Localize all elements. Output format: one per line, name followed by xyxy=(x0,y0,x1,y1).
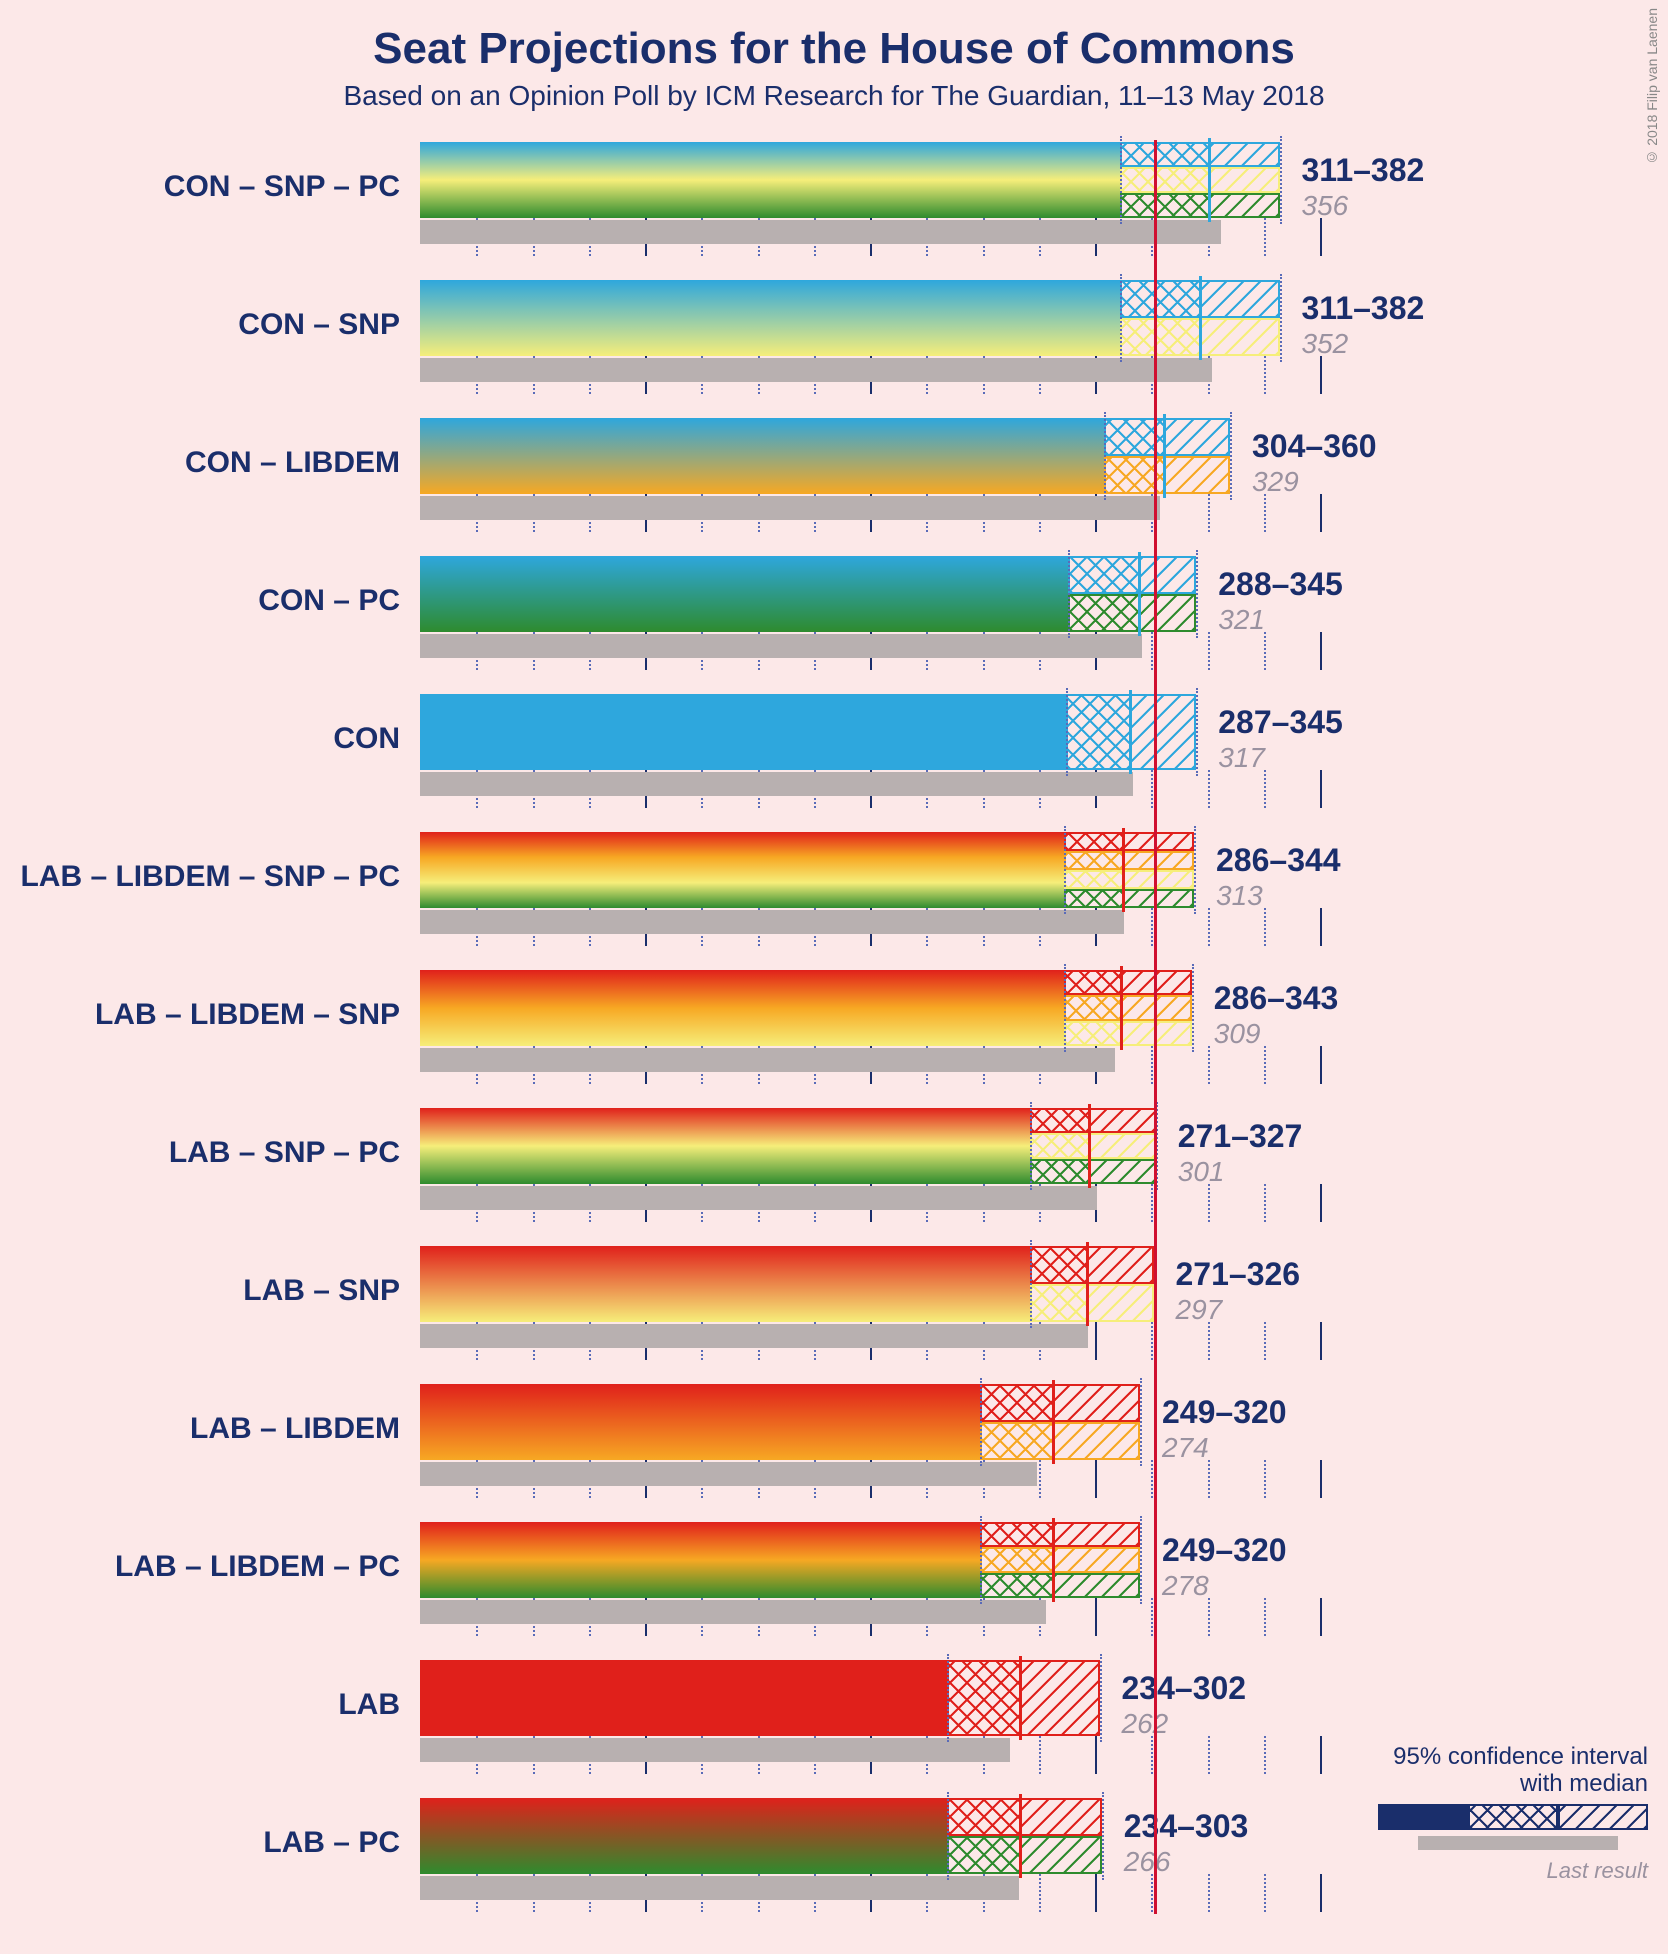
median-line xyxy=(1088,1104,1091,1188)
coalition-label: CON – LIBDEM xyxy=(20,446,400,480)
projection-bar-solid xyxy=(420,418,1104,494)
median-line xyxy=(1019,1656,1022,1740)
range-label: 234–303 xyxy=(1124,1808,1249,1845)
median-line xyxy=(1052,1380,1055,1464)
median-line xyxy=(1129,690,1132,774)
median-line xyxy=(1163,414,1166,498)
chart-subtitle: Based on an Opinion Poll by ICM Research… xyxy=(0,74,1668,132)
median-line xyxy=(1122,828,1125,912)
last-result-label: 297 xyxy=(1176,1294,1223,1326)
last-result-label: 329 xyxy=(1252,466,1299,498)
bar-row: LAB – LIBDEM – SNP – PC286–344313 xyxy=(420,822,1620,960)
coalition-label: CON – PC xyxy=(20,584,400,618)
projection-bar-solid xyxy=(420,1108,1030,1184)
last-result-bar xyxy=(420,1462,1037,1486)
range-label: 287–345 xyxy=(1218,704,1343,741)
projection-bar-solid xyxy=(420,1660,947,1736)
median-line xyxy=(1019,1794,1022,1878)
last-result-bar xyxy=(420,1324,1088,1348)
range-label: 271–327 xyxy=(1178,1118,1303,1155)
projection-bar-solid xyxy=(420,1246,1030,1322)
last-result-bar xyxy=(420,1876,1019,1900)
last-result-label: 317 xyxy=(1218,742,1265,774)
coalition-label: CON – SNP – PC xyxy=(20,170,400,204)
median-line xyxy=(1120,966,1123,1050)
range-label: 311–382 xyxy=(1302,290,1425,327)
last-result-bar xyxy=(420,1186,1097,1210)
projection-bar-solid xyxy=(420,694,1066,770)
last-result-label: 352 xyxy=(1302,328,1349,360)
last-result-label: 321 xyxy=(1218,604,1265,636)
median-line xyxy=(1199,276,1202,360)
last-result-label: 313 xyxy=(1216,880,1263,912)
coalition-label: LAB – LIBDEM xyxy=(20,1412,400,1446)
coalition-label: CON xyxy=(20,722,400,756)
range-label: 249–320 xyxy=(1162,1394,1287,1431)
median-line xyxy=(1138,552,1141,636)
last-result-label: 309 xyxy=(1214,1018,1261,1050)
last-result-bar xyxy=(420,772,1133,796)
coalition-label: LAB xyxy=(20,1688,400,1722)
last-result-bar xyxy=(420,634,1142,658)
coalition-label: LAB – PC xyxy=(20,1826,400,1860)
last-result-bar xyxy=(420,1600,1046,1624)
median-line xyxy=(1208,138,1211,222)
coalition-label: LAB – LIBDEM – SNP – PC xyxy=(20,860,400,894)
last-result-bar xyxy=(420,220,1221,244)
last-result-bar xyxy=(420,1738,1010,1762)
legend-ci-label: 95% confidence interval with median xyxy=(1318,1743,1648,1798)
coalition-label: LAB – SNP – PC xyxy=(20,1136,400,1170)
coalition-label: LAB – LIBDEM – SNP xyxy=(20,998,400,1032)
range-label: 249–320 xyxy=(1162,1532,1287,1569)
range-label: 286–343 xyxy=(1214,980,1339,1017)
projection-bar-solid xyxy=(420,142,1120,218)
projection-bar-solid xyxy=(420,1798,947,1874)
range-label: 288–345 xyxy=(1218,566,1343,603)
coalition-label: LAB – LIBDEM – PC xyxy=(20,1550,400,1584)
last-result-bar xyxy=(420,496,1160,520)
legend-last-bar xyxy=(1318,1828,1648,1854)
majority-threshold-line xyxy=(1154,140,1157,1914)
chart-title: Seat Projections for the House of Common… xyxy=(0,0,1668,74)
bar-row: CON – LIBDEM304–360329 xyxy=(420,408,1620,546)
median-line xyxy=(1086,1242,1089,1326)
range-label: 234–302 xyxy=(1122,1670,1247,1707)
chart-plot: CON – SNP – PC311–382356CON – SNP311–382… xyxy=(420,132,1620,1926)
bar-row: CON – SNP – PC311–382356 xyxy=(420,132,1620,270)
bar-row: CON – PC288–345321 xyxy=(420,546,1620,684)
range-label: 311–382 xyxy=(1302,152,1425,189)
legend-last-label: Last result xyxy=(1318,1858,1648,1884)
last-result-label: 278 xyxy=(1162,1570,1209,1602)
projection-bar-solid xyxy=(420,1522,980,1598)
projection-bar-solid xyxy=(420,280,1120,356)
last-result-label: 356 xyxy=(1302,190,1349,222)
last-result-label: 301 xyxy=(1178,1156,1225,1188)
last-result-bar xyxy=(420,910,1124,934)
last-result-bar xyxy=(420,358,1212,382)
projection-bar-solid xyxy=(420,556,1068,632)
last-result-label: 266 xyxy=(1124,1846,1171,1878)
bar-row: LAB – LIBDEM249–320274 xyxy=(420,1374,1620,1512)
last-result-label: 262 xyxy=(1122,1708,1169,1740)
bar-row: LAB – SNP271–326297 xyxy=(420,1236,1620,1374)
median-line xyxy=(1052,1518,1055,1602)
bar-row: LAB – LIBDEM – SNP286–343309 xyxy=(420,960,1620,1098)
projection-bar-solid xyxy=(420,1384,980,1460)
bar-row: CON287–345317 xyxy=(420,684,1620,822)
projection-bar-solid xyxy=(420,970,1064,1046)
range-label: 286–344 xyxy=(1216,842,1341,879)
bar-row: LAB – LIBDEM – PC249–320278 xyxy=(420,1512,1620,1650)
last-result-label: 274 xyxy=(1162,1432,1209,1464)
last-result-bar xyxy=(420,1048,1115,1072)
bar-row: CON – SNP311–382352 xyxy=(420,270,1620,408)
bar-row: LAB – SNP – PC271–327301 xyxy=(420,1098,1620,1236)
legend: 95% confidence interval with median Last… xyxy=(1318,1743,1648,1884)
copyright-label: © 2018 Filip van Laenen xyxy=(1644,8,1660,166)
coalition-label: LAB – SNP xyxy=(20,1274,400,1308)
range-label: 271–326 xyxy=(1176,1256,1301,1293)
coalition-label: CON – SNP xyxy=(20,308,400,342)
projection-bar-solid xyxy=(420,832,1064,908)
range-label: 304–360 xyxy=(1252,428,1377,465)
